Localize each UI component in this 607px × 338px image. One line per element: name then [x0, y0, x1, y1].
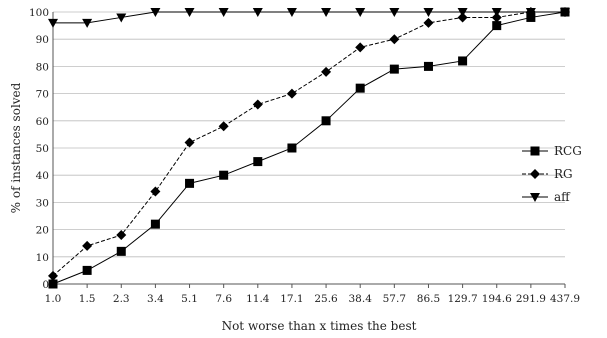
point-rg — [48, 270, 58, 281]
grid-lines — [53, 11, 565, 285]
series-line-rg — [52, 11, 565, 277]
point-rg — [116, 230, 127, 241]
point-rcg — [48, 279, 58, 289]
point-aff — [48, 18, 58, 28]
x-tick-labels: 1.0 1.5 2.3 3.4 5.1 7.6 11.4 17.1 25.6 38.4 57.7 86… — [45, 293, 580, 305]
x-tick-label: 1.0 — [45, 293, 62, 305]
point-aff — [389, 8, 400, 17]
point-rg — [457, 12, 468, 23]
point-rcg — [526, 12, 536, 22]
point-rcg — [185, 178, 195, 188]
legend: RCG RG aff — [522, 144, 582, 204]
x-tick-label: 129.7 — [448, 293, 478, 305]
point-aff — [355, 8, 366, 17]
legend-label-rg: RG — [554, 167, 573, 181]
y-tick-label: 0 — [42, 279, 49, 291]
series-line-rcg — [52, 11, 566, 285]
y-tick-label: 100 — [29, 7, 49, 19]
data-series — [48, 7, 570, 289]
point-rg — [321, 66, 332, 77]
point-aff — [560, 8, 570, 17]
x-tick-label: 17.1 — [280, 293, 303, 305]
point-rg — [184, 137, 195, 148]
y-tick-label: 80 — [36, 61, 49, 73]
point-rg — [82, 240, 93, 251]
point-rcg — [355, 83, 365, 93]
y-tick-label: 50 — [36, 143, 49, 155]
y-tick-label: 40 — [36, 170, 49, 182]
axes — [52, 12, 566, 288]
point-rcg — [150, 219, 160, 229]
point-rg — [218, 121, 229, 132]
point-aff — [218, 8, 229, 17]
point-rcg — [423, 61, 433, 71]
legend-marker-rcg — [530, 146, 540, 156]
x-tick-label: 57.7 — [383, 293, 406, 305]
x-tick-label: 86.5 — [417, 293, 440, 305]
y-tick-label: 20 — [36, 225, 49, 237]
point-aff — [491, 8, 502, 17]
point-rg — [355, 42, 366, 53]
point-rg — [491, 12, 502, 23]
point-rcg — [492, 21, 502, 31]
legend-label-rcg: RCG — [554, 144, 582, 158]
x-tick-label: 3.4 — [147, 293, 164, 305]
point-rcg — [253, 157, 263, 167]
x-tick-label: 194.6 — [482, 293, 512, 305]
legend-marker-aff — [530, 193, 540, 202]
y-tick-label: 90 — [36, 34, 49, 46]
point-aff — [321, 8, 332, 17]
x-tick-label: 1.5 — [79, 293, 96, 305]
x-tick-label: 5.1 — [181, 293, 198, 305]
point-aff — [82, 18, 93, 28]
point-rg — [150, 186, 161, 197]
point-rg — [389, 34, 400, 45]
x-tick-label: 437.9 — [550, 293, 580, 305]
x-axis-title: Not worse than x times the best — [222, 319, 417, 333]
point-rcg — [321, 116, 331, 126]
point-aff — [116, 13, 127, 23]
x-tick-label: 38.4 — [349, 293, 373, 305]
y-axis-title: % of instances solved — [9, 82, 23, 213]
point-rcg — [287, 143, 297, 153]
point-rcg — [116, 246, 126, 256]
x-tick-label: 2.3 — [113, 293, 130, 305]
point-rcg — [458, 56, 468, 66]
point-rg — [286, 88, 297, 99]
point-aff — [525, 8, 536, 17]
point-aff — [286, 8, 297, 17]
point-rcg — [389, 64, 399, 74]
point-aff — [423, 8, 434, 17]
x-tick-label: 25.6 — [314, 293, 338, 305]
x-tick-label: 7.6 — [215, 293, 232, 305]
point-rcg — [82, 265, 92, 275]
y-tick-label: 30 — [36, 197, 49, 209]
series-line-aff — [53, 11, 565, 24]
legend-label-aff: aff — [554, 190, 571, 204]
point-aff — [457, 8, 468, 17]
y-tick-label: 10 — [36, 252, 49, 264]
point-aff — [150, 8, 161, 17]
point-aff — [252, 8, 263, 17]
x-tick-label: 11.4 — [246, 293, 270, 305]
point-aff — [184, 8, 195, 17]
point-rg — [423, 17, 434, 28]
y-tick-label: 60 — [36, 116, 49, 128]
x-tick-label: 291.9 — [516, 293, 546, 305]
y-tick-label: 70 — [36, 89, 49, 101]
legend-marker-rg — [530, 169, 540, 179]
y-tick-labels: 0 10 20 30 40 50 60 70 80 90 100 — [29, 7, 49, 291]
point-rg — [252, 99, 263, 110]
point-rcg — [219, 170, 229, 180]
